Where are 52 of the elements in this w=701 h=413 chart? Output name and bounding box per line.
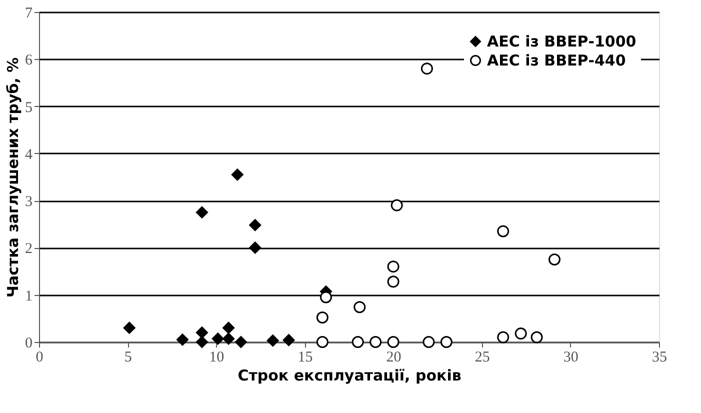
point [548, 254, 560, 266]
y-tick-label: 6 [25, 52, 33, 69]
y-tick-label: 0 [25, 336, 32, 352]
x-tick-label: 5 [124, 350, 132, 366]
y-tick-label: 5 [25, 100, 32, 116]
point [440, 336, 452, 348]
point [390, 199, 403, 212]
point [387, 336, 400, 348]
point [249, 242, 262, 254]
point [212, 332, 224, 345]
point [196, 336, 208, 348]
x-axis-title: Строк експлуатації, років [238, 366, 462, 384]
legend-label: АЕС із ВВЕР-440 [487, 52, 626, 70]
point [222, 322, 235, 334]
point [196, 206, 208, 218]
point [370, 336, 382, 348]
y-tick-label: 2 [25, 241, 32, 258]
y-tick-label: 3 [25, 194, 32, 210]
y-axis-title: Частка заглушених труб, % [4, 57, 22, 298]
point [316, 336, 328, 348]
legend-label: АЕС із ВВЕР-1000 [487, 32, 636, 50]
point [530, 331, 543, 344]
point [234, 336, 247, 348]
y-tick-label: 1 [25, 288, 32, 304]
point [231, 168, 244, 181]
point [320, 291, 332, 304]
point [497, 331, 510, 344]
point [514, 328, 527, 340]
point [387, 276, 400, 288]
point [176, 334, 188, 346]
point [249, 219, 262, 232]
x-tick-label: 10 [209, 350, 224, 366]
x-tick-label: 25 [474, 350, 490, 366]
x-tick-label: 0 [36, 350, 44, 366]
point [316, 312, 328, 324]
point [420, 62, 433, 75]
point [387, 260, 400, 273]
x-tick-label: 20 [386, 350, 402, 366]
y-tick-label: 4 [25, 146, 33, 163]
point [266, 334, 279, 347]
x-tick-label: 15 [298, 350, 313, 366]
point [352, 336, 364, 348]
x-tick-label: 30 [563, 350, 578, 366]
x-tick-label: 35 [652, 350, 667, 366]
point [422, 336, 435, 348]
point [282, 334, 295, 346]
point [354, 301, 366, 314]
point [196, 326, 208, 339]
point [123, 322, 136, 334]
point [222, 332, 235, 345]
point [497, 225, 510, 238]
y-tick-label: 7 [25, 6, 33, 22]
